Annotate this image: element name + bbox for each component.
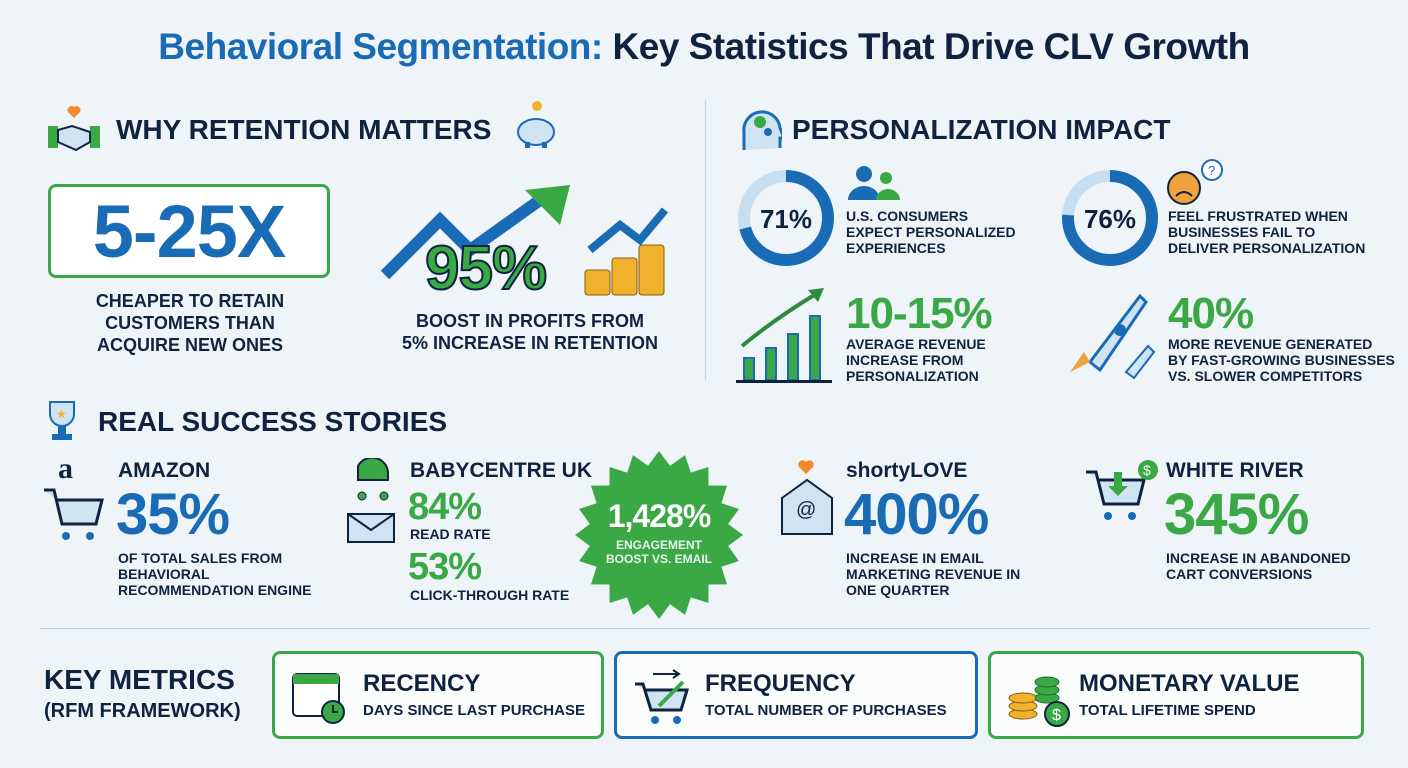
retention-heading: Why Retention Matters <box>116 114 492 145</box>
stories-heading: Real Success Stories <box>98 406 448 437</box>
stat-10-15-caption: Average revenue increase from personalizat… <box>846 336 986 384</box>
metrics-heading: Key Metrics <box>44 664 235 695</box>
shortylove-value: 400% <box>844 482 989 547</box>
donut-71 <box>738 170 834 266</box>
rocket-icon <box>1070 293 1156 380</box>
bar-growth-icon <box>736 288 832 383</box>
babycentre-ctr-caption: Click-through rate <box>410 587 570 603</box>
donut-71-value: 71% <box>759 204 813 234</box>
coins-dollar-icon: $ <box>1008 676 1070 727</box>
shopping-cart-icon <box>44 488 104 540</box>
stat-40-value: 40% <box>1168 289 1254 338</box>
metric-card-recency: Recency Days since last purchase <box>272 651 604 739</box>
whiteriver-name: White River <box>1166 459 1304 482</box>
heart-email-icon: @ <box>781 460 833 535</box>
personalization-71-caption: U.S. consumers expect personalized experie… <box>846 208 1016 256</box>
metric-title: Monetary Value <box>1079 670 1300 697</box>
donut-76-value: 76% <box>1083 204 1137 234</box>
growth-arrows-coins-icon <box>380 185 669 296</box>
metric-card-monetary: $ Monetary Value Total lifetime spend <box>988 651 1364 739</box>
svg-text:@: @ <box>796 499 816 521</box>
cart-arrows-icon <box>635 669 690 724</box>
stat-40-caption: More revenue generated by fast-growing bu… <box>1168 336 1395 384</box>
metric-subtitle: Days since last purchase <box>363 702 585 719</box>
stat-95-caption: Boost in profits from 5% increase in rete… <box>401 311 659 353</box>
head-gears-icon <box>742 110 782 150</box>
metric-subtitle: Total lifetime spend <box>1079 702 1256 719</box>
trophy-icon: ★ <box>49 401 75 440</box>
personalization-76-caption: Feel frustrated when businesses fail to de… <box>1168 208 1366 256</box>
calendar-clock-icon <box>292 673 345 724</box>
divider <box>40 628 1370 629</box>
svg-text:★: ★ <box>56 407 67 421</box>
whiteriver-caption: increase in abandoned cart conversions <box>1166 550 1351 582</box>
svg-text:$: $ <box>1143 462 1151 478</box>
babycentre-name: BabyCentre UK <box>410 459 593 482</box>
engagement-burst-badge <box>575 451 743 619</box>
personalization-heading: Personalization Impact <box>792 114 1171 145</box>
stat-5-25x-caption: Cheaper to retain customers than acquire n… <box>95 291 285 355</box>
stat-10-15-value: 10-15% <box>846 289 993 338</box>
shortylove-name: shortyLOVE <box>846 459 968 482</box>
frustrated-face-icon: ? <box>1167 159 1223 205</box>
handshake-heart-icon <box>48 106 100 152</box>
shortylove-caption: increase in email marketing revenue in one… <box>846 550 1021 598</box>
amazon-value: 35% <box>116 482 230 547</box>
stroller-envelope-icon <box>347 458 395 543</box>
cart-dollar-icon: $ <box>1086 460 1158 520</box>
amazon-name: Amazon <box>118 459 211 482</box>
amazon-logo: a <box>58 452 73 485</box>
amazon-caption: of total sales from behavioral recommendat… <box>118 550 312 598</box>
burst-caption: Engagement boost vs. email <box>605 538 712 566</box>
stat-5-25x-box: 5-25X <box>48 184 330 278</box>
metric-title: Frequency <box>705 670 856 697</box>
whiteriver-value: 345% <box>1164 482 1309 547</box>
donut-76 <box>1062 170 1158 266</box>
svg-text:?: ? <box>1208 163 1215 178</box>
piggy-bank-icon <box>517 101 555 148</box>
burst-value: 1,428% <box>607 498 712 534</box>
metric-title: Recency <box>363 670 481 697</box>
metrics-subheading: (RFM Framework) <box>44 700 241 722</box>
metric-card-frequency: Frequency Total number of purchases <box>614 651 978 739</box>
babycentre-ctr-value: 53% <box>408 546 482 588</box>
babycentre-read-caption: Read rate <box>410 526 491 542</box>
metric-subtitle: Total number of purchases <box>705 702 947 719</box>
babycentre-read-value: 84% <box>408 486 482 528</box>
divider <box>705 100 706 380</box>
page-title: Behavioral Segmentation: Key Statistics … <box>158 26 1250 67</box>
stat-95-value: 95% <box>424 234 548 303</box>
svg-text:$: $ <box>1052 707 1061 724</box>
people-icon <box>848 166 900 200</box>
